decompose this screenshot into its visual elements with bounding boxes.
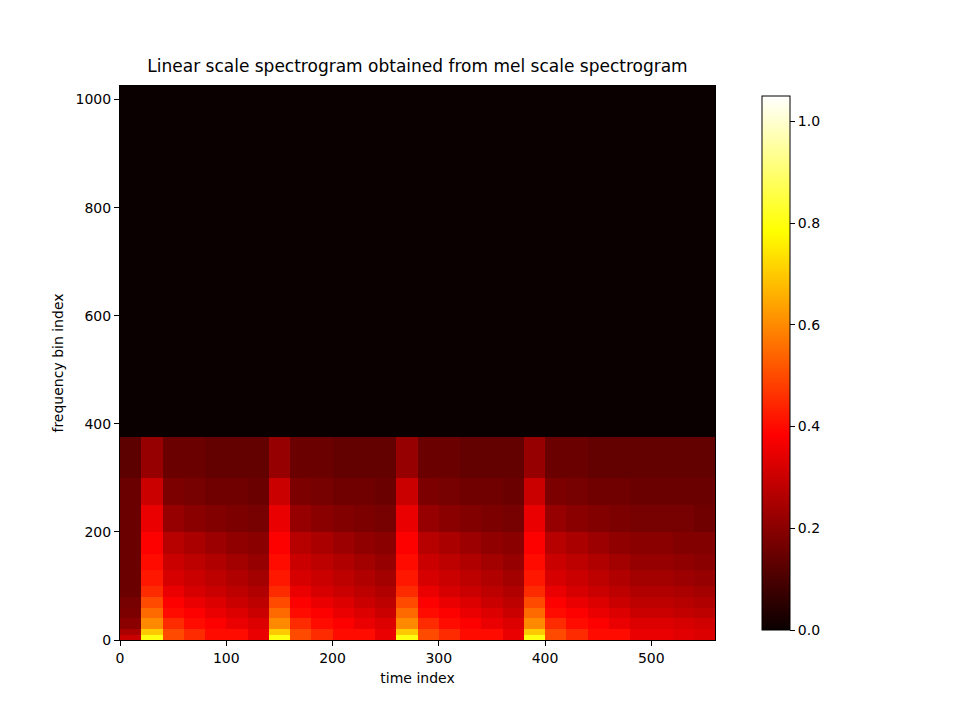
svg-text:0.6: 0.6 bbox=[798, 317, 820, 333]
svg-text:0: 0 bbox=[116, 650, 125, 666]
svg-text:400: 400 bbox=[84, 416, 111, 432]
svg-text:800: 800 bbox=[84, 200, 111, 216]
svg-text:0.0: 0.0 bbox=[798, 622, 820, 638]
svg-text:time index: time index bbox=[380, 670, 454, 686]
svg-text:200: 200 bbox=[84, 524, 111, 540]
svg-text:0.4: 0.4 bbox=[798, 418, 820, 434]
svg-text:200: 200 bbox=[319, 650, 346, 666]
svg-text:1000: 1000 bbox=[76, 91, 112, 107]
svg-text:0.2: 0.2 bbox=[798, 520, 820, 536]
svg-text:frequency bin index: frequency bin index bbox=[50, 293, 66, 432]
svg-text:0: 0 bbox=[102, 632, 111, 648]
svg-text:400: 400 bbox=[532, 650, 559, 666]
svg-text:1.0: 1.0 bbox=[798, 113, 820, 129]
svg-text:300: 300 bbox=[425, 650, 452, 666]
svg-text:0.8: 0.8 bbox=[798, 215, 820, 231]
svg-text:600: 600 bbox=[84, 308, 111, 324]
svg-text:500: 500 bbox=[638, 650, 665, 666]
svg-text:Linear scale spectrogram obtai: Linear scale spectrogram obtained from m… bbox=[147, 56, 687, 76]
svg-text:100: 100 bbox=[213, 650, 240, 666]
